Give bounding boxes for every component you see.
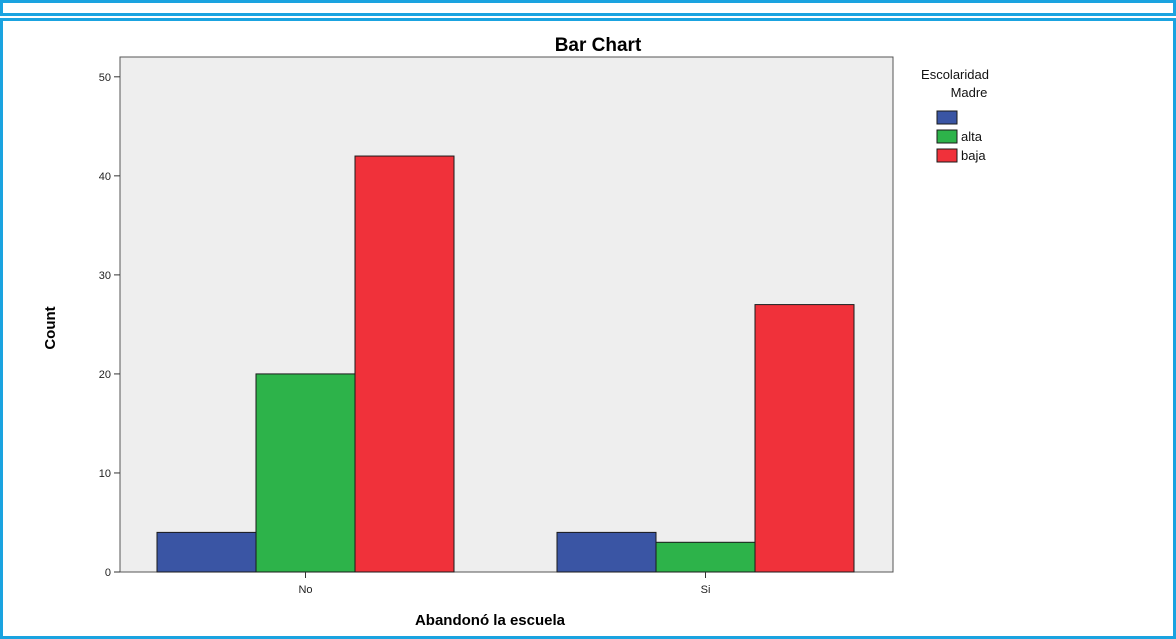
y-tick-label: 40 [99,171,111,183]
x-axis-title: Abandonó la escuela [415,612,566,629]
legend-label-baja: baja [961,148,986,163]
bar-baja-No [354,155,455,573]
y-axis: 0 10 20 30 40 50 [99,72,120,579]
legend-swatch-alta [936,129,958,144]
x-tick-label-Si: Si [701,584,711,596]
x-axis: No Si [298,572,710,596]
legend-title-line1: Escolaridad [921,67,989,82]
top-frame [0,0,1176,16]
legend-title-line2: Madre [951,85,988,100]
x-tick-label-No: No [298,584,312,596]
y-axis-title: Count [42,306,59,349]
bars-group [156,155,855,573]
y-tick-label: 0 [105,567,111,579]
bar-series0-No [156,531,257,573]
legend-swatch-series0 [936,110,958,125]
legend-label-alta: alta [961,129,983,144]
y-tick-label: 20 [99,369,111,381]
bar-alta-Si [655,541,756,573]
bar-series0-Si [556,531,657,573]
bar-baja-Si [754,304,855,573]
y-tick-label: 50 [99,72,111,84]
bar-alta-No [255,373,356,573]
legend: Escolaridad Madre alta baja [921,67,989,163]
y-tick-label: 30 [99,270,111,282]
y-tick-label: 10 [99,468,111,480]
legend-swatch-baja [936,148,958,163]
chart-title: Bar Chart [555,35,642,56]
